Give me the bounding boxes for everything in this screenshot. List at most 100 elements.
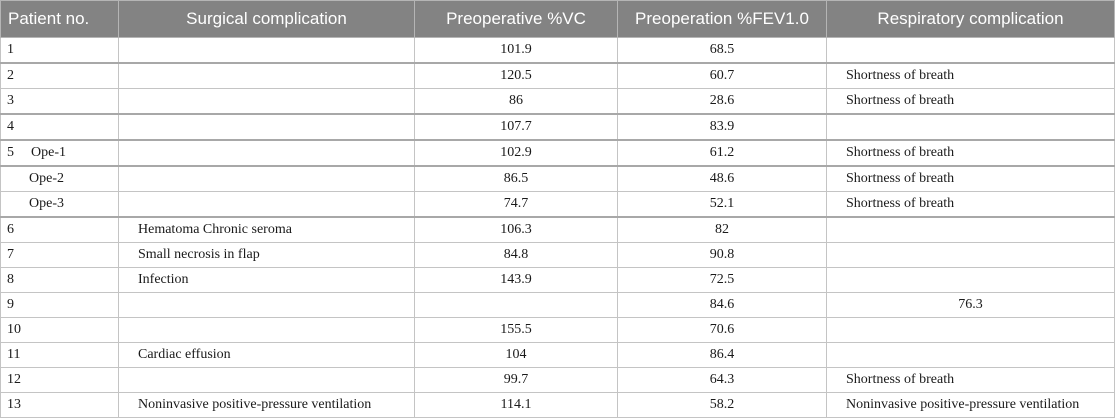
cell-preoperative-vc: 86 <box>414 88 618 115</box>
cell-patient-no: 12 <box>0 367 119 393</box>
table-row: Ope-2 86.5 48.6 Shortness of breath <box>0 165 1115 192</box>
cell-patient-no: 5 Ope-1 <box>0 139 119 167</box>
cell-surgical-complication <box>118 165 415 192</box>
cell-preoperative-vc: 143.9 <box>414 267 618 293</box>
cell-respiratory-complication: Shortness of breath <box>826 62 1115 89</box>
cell-respiratory-complication <box>826 216 1115 243</box>
cell-preoperation-fev: 58.2 <box>617 392 827 418</box>
table-row: 2 120.5 60.7 Shortness of breath <box>0 62 1115 89</box>
cell-preoperation-fev: 48.6 <box>617 165 827 192</box>
table-row: 9 84.6 76.3 <box>0 292 1115 318</box>
table-row: 12 99.7 64.3 Shortness of breath <box>0 367 1115 393</box>
cell-preoperative-vc: 101.9 <box>414 37 618 64</box>
cell-respiratory-complication <box>826 113 1115 141</box>
cell-preoperative-vc: 99.7 <box>414 367 618 393</box>
cell-preoperation-fev: 82 <box>617 216 827 243</box>
table-row: 7 Small necrosis in flap 84.8 90.8 <box>0 242 1115 268</box>
cell-respiratory-complication: Noninvasive positive-pressure ventilatio… <box>826 392 1115 418</box>
cell-preoperative-vc: 84.8 <box>414 242 618 268</box>
table-body: 1 101.9 68.5 2 120.5 60.7 Shortness of b… <box>0 37 1115 418</box>
cell-patient-no: 11 <box>0 342 119 368</box>
table-header: Patient no. Surgical complication Preope… <box>0 0 1115 38</box>
table-row: 13 Noninvasive positive-pressure ventila… <box>0 392 1115 418</box>
header-respiratory-complication: Respiratory complication <box>826 0 1115 38</box>
cell-preoperation-fev: 70.6 <box>617 317 827 343</box>
cell-preoperative-vc: 102.9 <box>414 139 618 167</box>
table-row: 3 86 28.6 Shortness of breath <box>0 88 1115 115</box>
cell-preoperation-fev: 72.5 <box>617 267 827 293</box>
table-row: 6 Hematoma Chronic seroma 106.3 82 <box>0 216 1115 243</box>
cell-preoperative-vc: 86.5 <box>414 165 618 192</box>
cell-surgical-complication <box>118 37 415 64</box>
cell-preoperative-vc: 114.1 <box>414 392 618 418</box>
cell-surgical-complication <box>118 367 415 393</box>
header-preoperation-fev: Preoperation %FEV1.0 <box>617 0 827 38</box>
cell-surgical-complication: Noninvasive positive-pressure ventilatio… <box>118 392 415 418</box>
cell-respiratory-complication <box>826 317 1115 343</box>
cell-surgical-complication <box>118 292 415 318</box>
header-patient-no: Patient no. <box>0 0 119 38</box>
cell-surgical-complication: Cardiac effusion <box>118 342 415 368</box>
cell-preoperative-vc <box>414 292 618 318</box>
cell-preoperation-fev: 60.7 <box>617 62 827 89</box>
table-row: 4 107.7 83.9 <box>0 113 1115 141</box>
cell-preoperative-vc: 106.3 <box>414 216 618 243</box>
cell-patient-no: 10 <box>0 317 119 343</box>
cell-respiratory-complication: Shortness of breath <box>826 165 1115 192</box>
cell-respiratory-complication: Shortness of breath <box>826 139 1115 167</box>
cell-surgical-complication <box>118 113 415 141</box>
cell-preoperative-vc: 155.5 <box>414 317 618 343</box>
cell-operation-label: Ope-3 <box>0 191 119 218</box>
cell-respiratory-complication: Shortness of breath <box>826 367 1115 393</box>
cell-surgical-complication <box>118 191 415 218</box>
cell-respiratory-complication <box>826 342 1115 368</box>
table-row: 11 Cardiac effusion 104 86.4 <box>0 342 1115 368</box>
table-row: 5 Ope-1 102.9 61.2 Shortness of breath <box>0 139 1115 167</box>
cell-surgical-complication <box>118 139 415 167</box>
table-row: 10 155.5 70.6 <box>0 317 1115 343</box>
cell-preoperation-fev: 84.6 <box>617 292 827 318</box>
header-row: Patient no. Surgical complication Preope… <box>0 0 1115 38</box>
cell-patient-no: 3 <box>0 88 119 115</box>
header-preoperative-vc: Preoperative %VC <box>414 0 618 38</box>
cell-preoperative-vc: 107.7 <box>414 113 618 141</box>
cell-surgical-complication: Hematoma Chronic seroma <box>118 216 415 243</box>
header-surgical-complication: Surgical complication <box>118 0 415 38</box>
cell-patient-no: 13 <box>0 392 119 418</box>
cell-respiratory-complication: Shortness of breath <box>826 88 1115 115</box>
cell-respiratory-complication <box>826 37 1115 64</box>
cell-preoperative-vc: 120.5 <box>414 62 618 89</box>
cell-preoperative-vc: 104 <box>414 342 618 368</box>
cell-respiratory-complication <box>826 267 1115 293</box>
cell-preoperation-fev: 28.6 <box>617 88 827 115</box>
cell-respiratory-complication: Shortness of breath <box>826 191 1115 218</box>
table-row: Ope-3 74.7 52.1 Shortness of breath <box>0 191 1115 218</box>
cell-surgical-complication <box>118 62 415 89</box>
cell-respiratory-complication: 76.3 <box>826 292 1115 318</box>
cell-preoperation-fev: 64.3 <box>617 367 827 393</box>
cell-patient-no: 7 <box>0 242 119 268</box>
cell-surgical-complication: Small necrosis in flap <box>118 242 415 268</box>
table-row: 1 101.9 68.5 <box>0 37 1115 64</box>
cell-patient-no: 9 <box>0 292 119 318</box>
cell-patient-no: 1 <box>0 37 119 64</box>
cell-patient-no: 8 <box>0 267 119 293</box>
operation-label: Ope-1 <box>31 145 66 160</box>
cell-patient-no: 2 <box>0 62 119 89</box>
cell-surgical-complication <box>118 88 415 115</box>
cell-patient-no: 4 <box>0 113 119 141</box>
cell-respiratory-complication <box>826 242 1115 268</box>
cell-preoperative-vc: 74.7 <box>414 191 618 218</box>
cell-surgical-complication <box>118 317 415 343</box>
patient-number: 5 <box>7 145 14 160</box>
cell-preoperation-fev: 61.2 <box>617 139 827 167</box>
cell-preoperation-fev: 52.1 <box>617 191 827 218</box>
table-row: 8 Infection 143.9 72.5 <box>0 267 1115 293</box>
cell-operation-label: Ope-2 <box>0 165 119 192</box>
cell-preoperation-fev: 86.4 <box>617 342 827 368</box>
cell-patient-no: 6 <box>0 216 119 243</box>
cell-preoperation-fev: 83.9 <box>617 113 827 141</box>
cell-preoperation-fev: 90.8 <box>617 242 827 268</box>
